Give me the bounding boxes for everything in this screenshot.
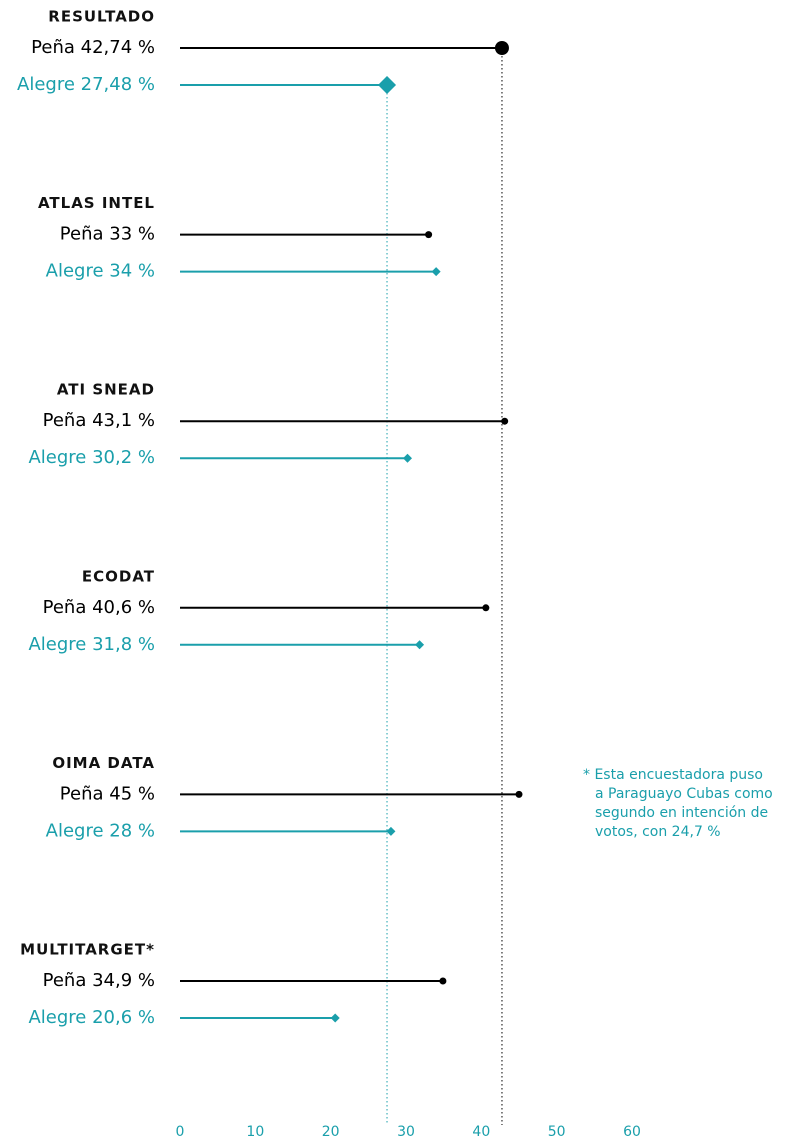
value-text: 45 % (109, 783, 155, 804)
group-label: OIMA DATA (52, 754, 155, 772)
value-text: 43,1 % (92, 410, 155, 431)
series-name: Alegre (46, 820, 104, 841)
dot (439, 977, 447, 985)
value-text: 42,74 % (81, 37, 155, 58)
value-text: 34,9 % (92, 970, 155, 991)
x-tick-label: 60 (623, 1124, 641, 1140)
x-tick-label: 30 (397, 1124, 415, 1140)
series-name: Peña (31, 37, 75, 58)
value-label: Alegre 34 % (46, 261, 155, 282)
series-name: Alegre (46, 261, 104, 282)
x-tick-label: 40 (472, 1124, 490, 1140)
series-name: Alegre (17, 74, 75, 95)
dot (515, 790, 523, 798)
x-tick-label: 0 (176, 1124, 185, 1140)
value-text: 34 % (109, 261, 155, 282)
group-label: RESULTADO (48, 8, 155, 26)
group-label: MULTITARGET* (20, 941, 155, 959)
dot (494, 41, 509, 55)
value-text: 40,6 % (92, 597, 155, 618)
series-name: Peña (60, 224, 104, 245)
annotation: segundo en intención de (595, 805, 768, 821)
diamond (431, 267, 441, 277)
value-text: 27,48 % (81, 74, 155, 95)
value-label: Peña 43,1 % (43, 410, 155, 431)
value-label: Peña 33 % (60, 224, 155, 245)
value-text: 33 % (109, 224, 155, 245)
value-text: 20,6 % (92, 1007, 155, 1028)
dot (482, 604, 490, 612)
value-label: Alegre 20,6 % (28, 1007, 155, 1028)
value-label: Peña 34,9 % (43, 970, 155, 991)
x-tick-label: 10 (246, 1124, 264, 1140)
annotation: * Esta encuestadora puso (583, 767, 763, 783)
series-name: Alegre (28, 1007, 86, 1028)
annotation: a Paraguayo Cubas como (595, 786, 773, 802)
value-label: Peña 40,6 % (43, 597, 155, 618)
dot (425, 231, 433, 239)
x-tick-label: 50 (548, 1124, 566, 1140)
diamond (330, 1013, 340, 1023)
value-label: Alegre 30,2 % (28, 447, 155, 468)
value-text: 28 % (109, 820, 155, 841)
series-name: Peña (43, 410, 87, 431)
diamond (415, 640, 425, 650)
diamond (403, 453, 413, 463)
value-label: Alegre 31,8 % (28, 634, 155, 655)
value-label: Alegre 28 % (46, 820, 155, 841)
group-label: ECODAT (82, 567, 155, 585)
value-label: Peña 42,74 % (31, 37, 155, 58)
group-label: ATI SNEAD (57, 381, 155, 399)
value-text: 31,8 % (92, 634, 155, 655)
series-name: Peña (43, 597, 87, 618)
series-name: Peña (60, 783, 104, 804)
series-name: Alegre (28, 634, 86, 655)
group-label: ATLAS INTEL (38, 194, 155, 212)
value-text: 30,2 % (92, 447, 155, 468)
value-label: Peña 45 % (60, 783, 155, 804)
dot (501, 417, 509, 425)
annotation: votos, con 24,7 % (595, 824, 721, 840)
value-label: Alegre 27,48 % (17, 74, 155, 95)
diamond (386, 826, 396, 836)
series-name: Alegre (28, 447, 86, 468)
series-name: Peña (43, 970, 87, 991)
diamond (378, 76, 397, 94)
x-tick-label: 20 (322, 1124, 340, 1140)
